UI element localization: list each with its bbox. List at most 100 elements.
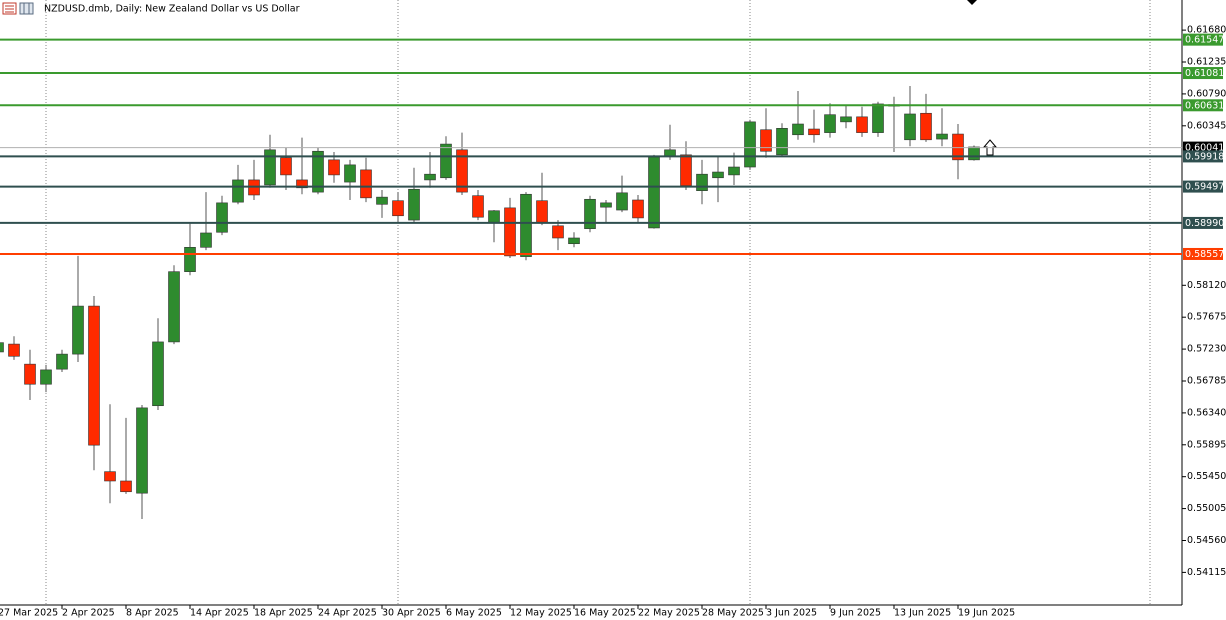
x-tick-label: 3 Jun 2025 (766, 608, 817, 619)
y-tick-label: 0.60790 (1187, 88, 1226, 99)
candle-body (328, 159, 340, 176)
level-label: 0.59497 (1185, 182, 1224, 193)
candle-body (808, 128, 820, 136)
candle-body (280, 157, 292, 176)
candle-body (264, 149, 276, 186)
candle-body (152, 341, 164, 407)
candle-body (632, 199, 644, 219)
candle-body (72, 305, 84, 355)
candle-body (584, 198, 596, 229)
y-tick-label: 0.61680 (1187, 25, 1226, 36)
candle-body (344, 164, 356, 183)
x-tick-label: 9 Jun 2025 (830, 608, 881, 619)
x-tick-label: 27 Mar 2025 (0, 608, 58, 619)
candle-body (760, 129, 772, 152)
y-tick-label: 0.55450 (1187, 471, 1226, 482)
candle-body (552, 225, 564, 239)
chart-title: NZDUSD.dmb, Daily: New Zealand Dollar vs… (44, 4, 300, 15)
candle-body (168, 271, 180, 343)
candle-body (200, 232, 212, 248)
candle-body (312, 150, 324, 193)
candle-body (88, 305, 100, 446)
candle-body (376, 196, 388, 205)
level-label: 0.61547 (1185, 35, 1224, 46)
candle-body (600, 202, 612, 208)
y-tick-label: 0.60345 (1187, 120, 1226, 131)
candle-body (408, 188, 420, 221)
candle-body (648, 156, 660, 229)
y-tick-label: 0.55005 (1187, 503, 1226, 514)
candle-body (696, 173, 708, 191)
y-tick-label: 0.55895 (1187, 439, 1226, 450)
x-tick-label: 6 May 2025 (446, 608, 502, 619)
candle-body (744, 121, 756, 168)
candle-body (856, 116, 868, 133)
candle-body (952, 133, 964, 161)
level-label-box (1183, 67, 1223, 80)
candle-body (24, 363, 36, 385)
y-tick-label: 0.57230 (1187, 344, 1226, 355)
chart-icon (2, 2, 34, 15)
candle-body (616, 192, 628, 211)
candles (0, 86, 980, 519)
candle-body (488, 210, 500, 223)
candle-body (56, 353, 68, 370)
candle-body (424, 173, 436, 181)
candle-body (392, 200, 404, 217)
candle-body (872, 103, 884, 133)
candle-body (232, 179, 244, 203)
candle-body (8, 343, 20, 357)
candle-body (456, 149, 468, 193)
x-tick-label: 22 May 2025 (638, 608, 700, 619)
x-tick-label: 30 Apr 2025 (382, 608, 441, 619)
candle-body (184, 247, 196, 272)
level-label: 0.60631 (1185, 100, 1224, 111)
candle-body (216, 202, 228, 233)
x-tick-label: 19 Jun 2025 (958, 608, 1015, 619)
y-tick-label: 0.54560 (1187, 535, 1226, 546)
candle-body (904, 113, 916, 141)
level-label: 0.59918 (1185, 151, 1224, 162)
candle-body (360, 169, 372, 199)
level-label-box (1183, 33, 1223, 46)
x-tick-label: 18 Apr 2025 (254, 608, 313, 619)
x-tick-label: 14 Apr 2025 (190, 608, 249, 619)
y-tick-label: 0.56340 (1187, 407, 1226, 418)
level-label-box (1183, 247, 1223, 260)
candle-body (136, 407, 148, 494)
candle-body (296, 179, 308, 189)
level-label-box (1183, 180, 1223, 193)
candle-body (504, 207, 516, 257)
candle-body (776, 128, 788, 156)
candle-body (792, 123, 804, 136)
level-label: 0.58990 (1185, 218, 1224, 229)
candle-body (728, 166, 740, 176)
candle-body (920, 112, 932, 141)
level-label-box (1183, 99, 1223, 112)
x-tick-label: 16 May 2025 (574, 608, 636, 619)
candle-body (680, 154, 692, 186)
candle-body (968, 146, 980, 161)
y-tick-label: 0.58120 (1187, 280, 1226, 291)
x-tick-label: 13 Jun 2025 (894, 608, 951, 619)
level-label: 0.60041 (1185, 143, 1224, 154)
candle-body (840, 116, 852, 123)
level-label-box (1183, 150, 1223, 163)
shift-marker (967, 0, 977, 5)
x-tick-label: 12 May 2025 (510, 608, 572, 619)
candle-body (536, 200, 548, 223)
candle-body (104, 471, 116, 482)
x-tick-label: 8 Apr 2025 (126, 608, 179, 619)
level-label-box (1183, 216, 1223, 229)
candle-body (40, 369, 52, 385)
candle-body (712, 171, 724, 179)
candle-body (440, 143, 452, 179)
level-label: 0.58557 (1185, 249, 1224, 260)
x-tick-label: 24 Apr 2025 (318, 608, 377, 619)
candle-body (520, 193, 532, 257)
candle-body (120, 480, 132, 493)
y-tick-label: 0.57675 (1187, 312, 1226, 323)
y-tick-label: 0.61235 (1187, 57, 1226, 68)
